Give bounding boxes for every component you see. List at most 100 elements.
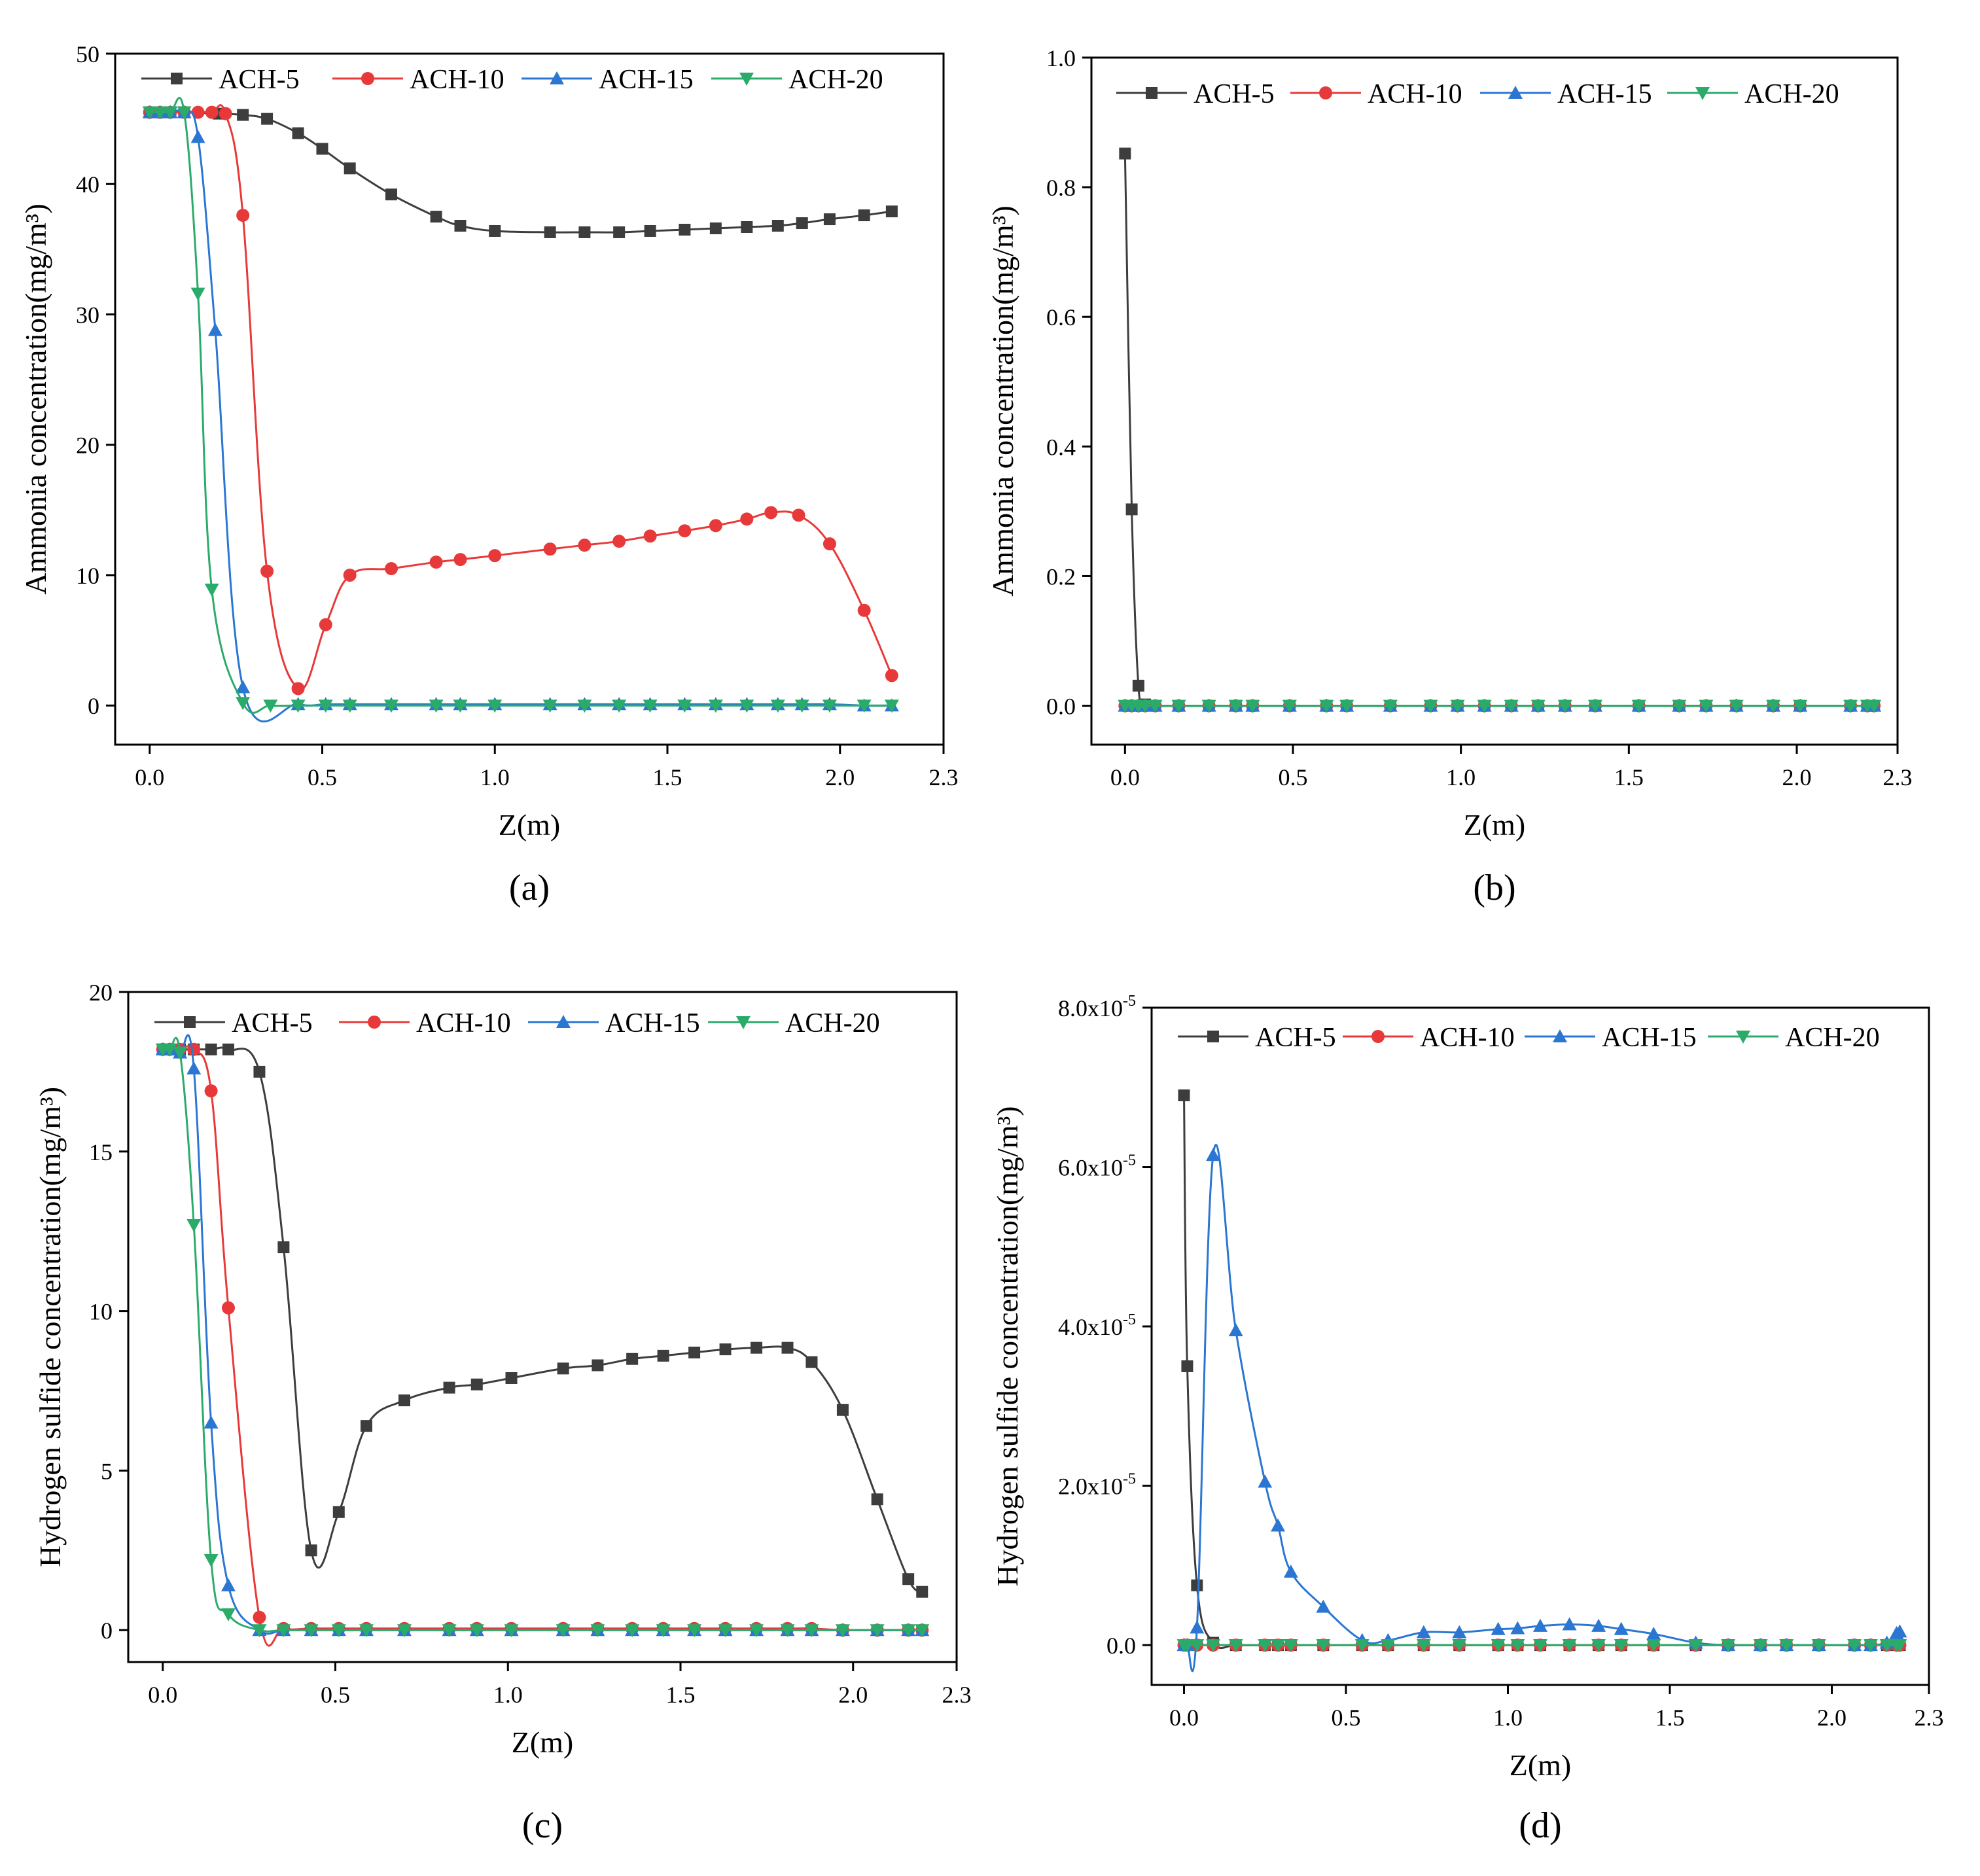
- legend-label: ACH-20: [1744, 79, 1839, 109]
- x-tick-label: 2.0: [825, 764, 855, 790]
- data-point: [1228, 699, 1243, 713]
- data-point: [1452, 1625, 1467, 1638]
- series-line-ach-15: [149, 109, 892, 723]
- x-axis-title: Z(m): [1464, 808, 1526, 841]
- legend: ACH-5 ACH-10 ACH-15 ACH-20: [1178, 1023, 1880, 1053]
- data-point: [718, 1624, 733, 1638]
- data-point: [191, 105, 205, 119]
- x-tick-label: 0.0: [135, 764, 164, 790]
- data-point: [488, 549, 502, 563]
- legend-label: ACH-10: [1420, 1023, 1515, 1053]
- data-point: [708, 699, 723, 713]
- y-axis-title: Ammonia concentration(mg/m³): [986, 205, 1019, 597]
- x-tick-label: 0.0: [1110, 764, 1140, 790]
- data-point: [236, 209, 250, 222]
- y-tick-label-base: 15: [89, 1139, 113, 1165]
- y-tick-label: 10: [89, 1299, 113, 1325]
- y-tick-label-base: 10: [89, 1299, 113, 1325]
- data-point: [487, 699, 503, 713]
- data-point: [1491, 1621, 1506, 1635]
- y-tick-label: 0.8: [1046, 175, 1076, 201]
- data-point: [557, 1362, 569, 1375]
- data-point: [260, 565, 274, 578]
- data-point: [871, 1493, 883, 1506]
- legend-marker: [736, 1016, 751, 1029]
- y-tick-label: 30: [76, 302, 99, 328]
- data-point: [901, 1624, 916, 1638]
- data-point: [626, 1353, 639, 1365]
- data-point: [556, 1624, 571, 1638]
- data-point: [687, 1624, 702, 1638]
- x-tick-label: 0.5: [1332, 1705, 1361, 1731]
- data-point: [1245, 699, 1260, 713]
- data-point: [1228, 1639, 1243, 1653]
- x-tick-label: 2.3: [942, 1682, 972, 1708]
- data-point: [1180, 1639, 1195, 1653]
- data-point: [657, 1349, 669, 1362]
- data-point: [643, 529, 657, 543]
- x-tick-label: 0.0: [148, 1682, 177, 1708]
- data-point: [1892, 1639, 1907, 1653]
- data-point: [741, 221, 753, 233]
- x-tick-label: 1.5: [666, 1682, 696, 1708]
- y-tick-label: 0.2: [1046, 563, 1076, 590]
- data-point: [836, 1404, 849, 1416]
- y-tick-label: 8.0x10-5: [1058, 993, 1136, 1021]
- y-tick-label: 20: [76, 433, 99, 459]
- data-point: [384, 699, 398, 713]
- data-point: [291, 699, 306, 713]
- data-point: [1510, 1639, 1525, 1653]
- data-point: [1190, 1620, 1205, 1634]
- data-point: [857, 699, 872, 713]
- legend: ACH-5 ACH-10 ACH-15 ACH-20: [154, 1008, 880, 1038]
- x-axis-title: Z(m): [1510, 1748, 1572, 1782]
- legend-marker: [1207, 1031, 1219, 1042]
- data-point: [709, 519, 722, 533]
- data-point: [822, 699, 837, 713]
- data-point: [1591, 1639, 1606, 1653]
- x-tick-label: 2.3: [1883, 764, 1913, 790]
- data-point: [884, 699, 899, 713]
- data-point: [1271, 1518, 1286, 1532]
- data-point: [1206, 1148, 1221, 1161]
- y-tick-label-base: 0.4: [1046, 434, 1076, 460]
- x-tick-label: 1.0: [493, 1682, 523, 1708]
- data-point: [1178, 1089, 1190, 1101]
- chart-panel-d: 0.0 0.5 1.0 1.5 2.0 2.30.02.0x10-54.0x10-56.0…: [991, 993, 1944, 1846]
- legend: ACH-5 ACH-10 ACH-15 ACH-20: [141, 65, 883, 95]
- x-tick-label: 0.0: [1169, 1705, 1199, 1731]
- data-point: [360, 1420, 372, 1432]
- data-point: [173, 1046, 188, 1060]
- legend-label: ACH-5: [232, 1008, 313, 1038]
- data-point: [1491, 1639, 1506, 1653]
- data-point: [781, 1341, 794, 1354]
- legend: ACH-5 ACH-10 ACH-15 ACH-20: [1116, 79, 1839, 109]
- y-axis-title: Hydrogen sulfide concentration(mg/m³): [991, 1106, 1024, 1586]
- legend-marker: [550, 71, 564, 84]
- data-point: [204, 1084, 218, 1098]
- data-point: [823, 213, 836, 226]
- data-point: [770, 699, 785, 713]
- plot-frame: [127, 991, 958, 1663]
- data-point: [1793, 699, 1808, 713]
- data-point: [1562, 1617, 1577, 1631]
- data-point: [331, 1624, 346, 1638]
- data-point: [385, 188, 397, 201]
- x-tick-label: 1.0: [480, 764, 510, 790]
- legend-marker: [1736, 1031, 1750, 1044]
- y-tick-label-base: 0.0: [1106, 1633, 1136, 1659]
- data-point: [677, 699, 692, 713]
- data-point: [1588, 699, 1602, 713]
- y-tick-label-base: 40: [76, 171, 99, 198]
- data-point: [359, 1624, 374, 1638]
- data-point: [625, 1624, 640, 1638]
- y-tick-label-base: 0.2: [1046, 563, 1076, 590]
- data-point: [504, 1624, 519, 1638]
- data-point: [709, 222, 722, 234]
- data-point: [1863, 1639, 1878, 1653]
- data-point: [205, 1043, 217, 1055]
- x-tick-label: 0.5: [1279, 764, 1308, 790]
- data-point: [578, 539, 592, 552]
- data-point: [915, 1624, 930, 1638]
- legend-marker: [171, 73, 183, 84]
